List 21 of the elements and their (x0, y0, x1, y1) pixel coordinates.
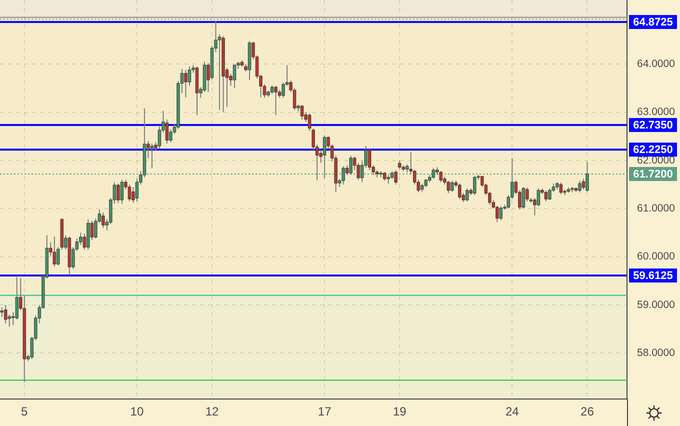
y-tick-label: 60.0000 (637, 250, 676, 263)
x-tick-label: 17 (318, 404, 332, 419)
x-tick-label: 24 (506, 404, 520, 419)
x-tick-label: 26 (580, 404, 594, 419)
y-tick-label: 61.0000 (637, 202, 676, 215)
x-tick-label: 5 (21, 404, 28, 419)
ref-line-label: 61.7200 (633, 168, 673, 180)
x-tick-label: 19 (392, 404, 407, 419)
y-tick-label: 62.0000 (637, 154, 676, 166)
y-tick-label: 58.0000 (637, 347, 676, 360)
candlestick (102, 212, 105, 228)
ref-line-label: 62.2250 (633, 144, 673, 156)
x-tick-label: 10 (130, 404, 144, 419)
candlestick (548, 188, 552, 200)
y-tick-label: 63.0000 (637, 106, 676, 118)
x-tick-label: 12 (205, 404, 219, 419)
y-tick-label: 59.0000 (637, 298, 676, 311)
ref-line-label: 64.8725 (633, 16, 673, 29)
ref-line-label: 62.7350 (633, 120, 673, 132)
y-tick-label: 64.0000 (637, 58, 676, 70)
ref-line-label: 59.6125 (633, 270, 673, 282)
